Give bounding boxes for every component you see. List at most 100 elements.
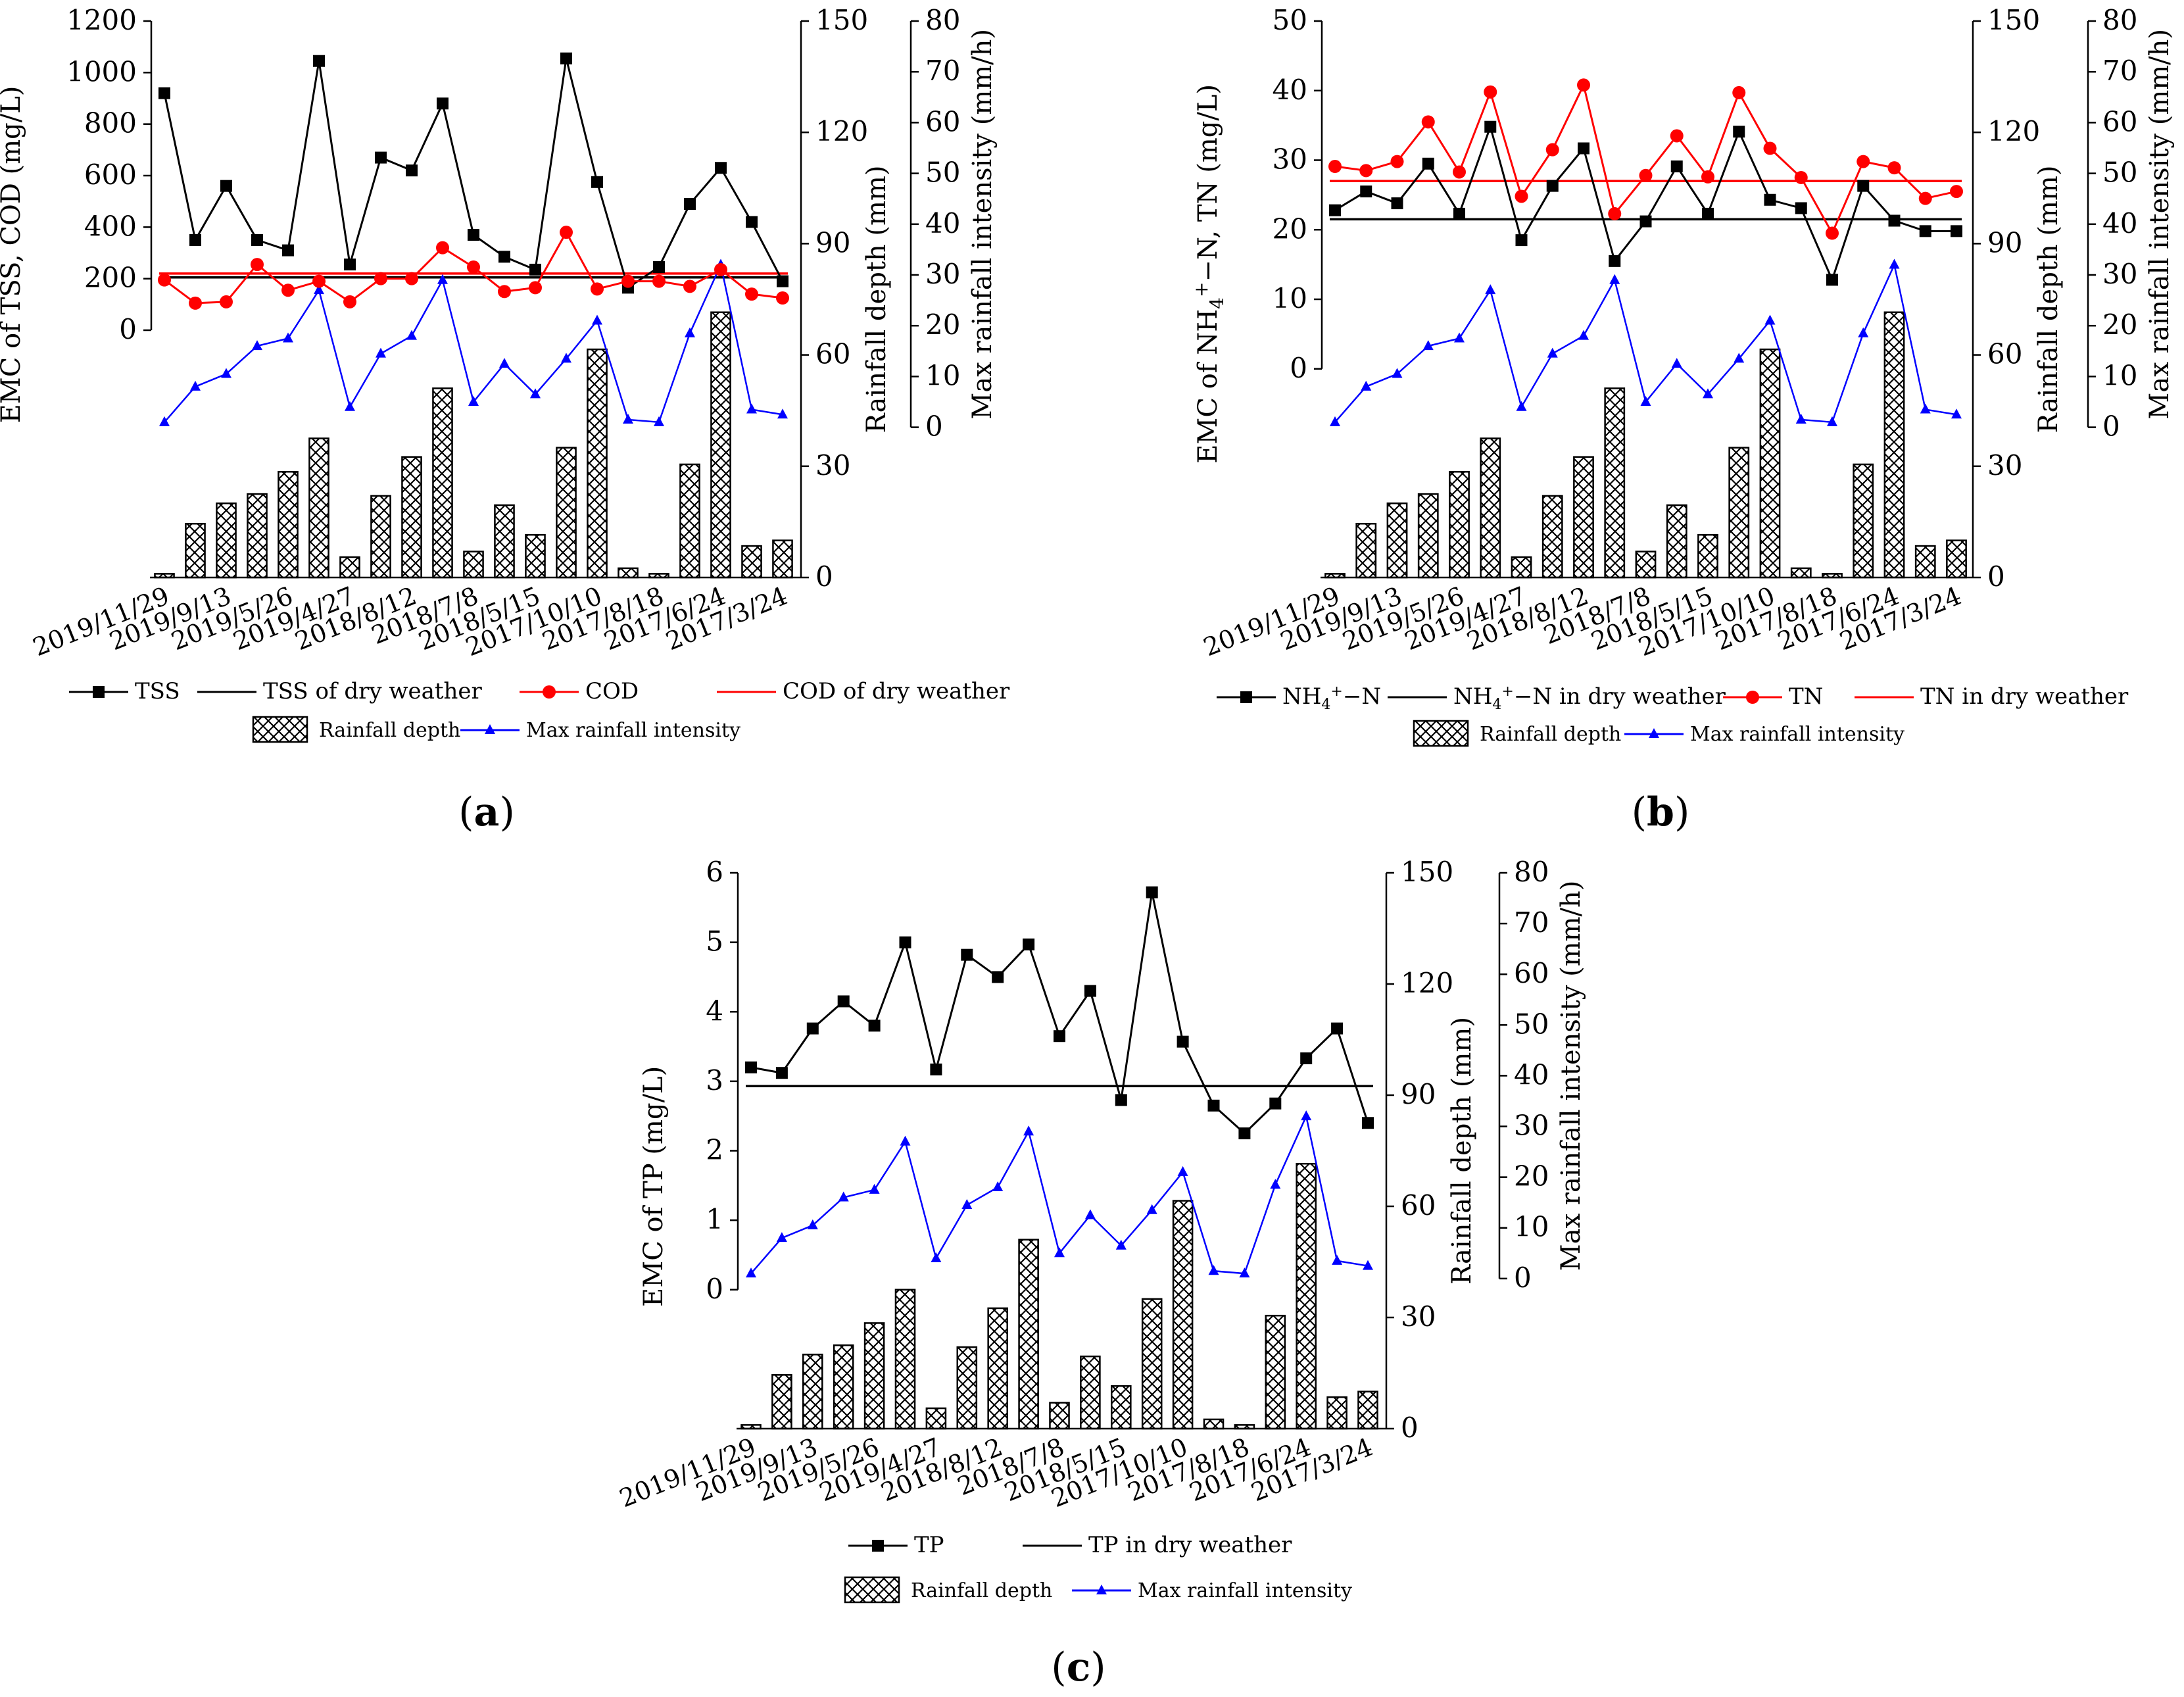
max-intensity-point	[1301, 1110, 1312, 1121]
emc-point	[405, 272, 418, 285]
max-intensity-point	[961, 1199, 973, 1210]
max-intensity-point	[1361, 380, 1372, 391]
legend-label-sub: 4	[1321, 697, 1330, 713]
max-intensity-point	[1951, 408, 1962, 419]
rainfall-bar	[1914, 545, 1936, 579]
rainfall-bar	[1141, 1298, 1163, 1430]
rainfall-bar	[432, 387, 453, 579]
rainfall-bar	[1511, 556, 1532, 579]
rainfall-bar	[1296, 1162, 1317, 1430]
emc-point	[806, 1022, 819, 1035]
emc-point	[1639, 168, 1653, 182]
max-intensity-point	[1454, 332, 1465, 343]
emc-point	[868, 1020, 881, 1032]
rainfall-bar	[1759, 348, 1781, 579]
rain-axis-tick-label: 0	[1401, 1412, 1419, 1444]
emc-point	[375, 151, 387, 164]
emc-point	[1763, 141, 1777, 155]
legend-label-text: COD of dry weather	[783, 678, 1010, 704]
intensity-axis-tick-label: 30	[1514, 1110, 1549, 1142]
legend-label-sup: +	[1501, 683, 1513, 700]
panel-caption-paren: )	[1674, 789, 1689, 835]
legend-swatch-marker	[1096, 1585, 1107, 1594]
rainfall-bar	[1573, 456, 1594, 579]
left-axis-tick-label: 10	[1273, 282, 1307, 314]
emc-point	[1732, 86, 1746, 99]
intensity-axis-tick-label: 0	[2102, 410, 2120, 443]
rainfall-bar	[1697, 533, 1718, 579]
emc-point	[1795, 202, 1807, 214]
legend-label-text: −N	[1343, 683, 1381, 710]
rainfall-bar	[1883, 311, 1905, 579]
emc-point	[653, 261, 665, 274]
emc-point	[251, 234, 263, 246]
legend-label-text: NH	[1282, 683, 1321, 710]
emc-point	[1328, 160, 1342, 174]
max-intensity-point	[1578, 330, 1589, 340]
rainfall-bar	[710, 311, 731, 579]
rainfall-bar	[339, 556, 360, 579]
max-intensity-point	[992, 1181, 1004, 1192]
left-axis-tick-label: 0	[119, 313, 137, 345]
emc-point	[1764, 193, 1776, 206]
rainfall-bar	[185, 522, 206, 579]
legend-label: COD of dry weather	[783, 678, 1010, 704]
emc-point	[1484, 85, 1497, 99]
intensity-axis-tick-label: 10	[2102, 359, 2137, 391]
legend-label-text: NH	[1453, 683, 1492, 710]
emc-point	[220, 295, 233, 308]
intensity-axis-label: Max rainfall intensity (mm/h)	[967, 29, 998, 420]
emc-point	[498, 251, 510, 263]
left-axis-tick-label: 50	[1273, 4, 1307, 36]
emc-point	[467, 260, 480, 274]
rainfall-bar	[771, 1374, 792, 1430]
emc-point	[560, 52, 572, 64]
rainfall-bar	[956, 1346, 978, 1430]
rain-axis-tick-label: 90	[1401, 1078, 1436, 1110]
emc-point	[775, 1067, 788, 1079]
legend-label: COD	[585, 678, 639, 704]
rain-axis-tick-label: 120	[1401, 967, 1453, 999]
max-intensity-point	[190, 380, 201, 391]
legend-label: Max rainfall intensity	[1690, 723, 1905, 746]
emc-point	[1207, 1099, 1220, 1112]
legend-swatch-marker	[1240, 691, 1252, 703]
left-axis-label-part: EMC of NH	[1193, 309, 1223, 464]
left-axis-tick-label: 1000	[66, 55, 137, 87]
intensity-axis-tick-label: 30	[2102, 258, 2137, 290]
max-intensity-point	[376, 347, 386, 358]
rainfall-bar	[401, 456, 422, 579]
emc-point	[1887, 161, 1901, 175]
emc-point	[1888, 214, 1901, 227]
legend-label-text: TP in dry weather	[1088, 1532, 1292, 1558]
rainfall-bar	[1853, 463, 1874, 579]
emc-point	[1826, 226, 1839, 240]
rain-axis-label: Rainfall depth (mm)	[861, 166, 892, 433]
rainfall-bar	[1449, 471, 1470, 579]
emc-point	[1023, 938, 1035, 950]
rainfall-bar	[618, 567, 639, 579]
left-axis-label: EMC of NH4+−N, TN (mg/L)	[1190, 84, 1228, 464]
emc-point	[312, 274, 326, 288]
max-intensity-point	[776, 1232, 787, 1242]
legend-label: Rainfall depth	[319, 719, 460, 742]
rainfall-bar	[679, 463, 700, 579]
legend-swatch-marker	[93, 686, 105, 698]
emc-point	[158, 273, 171, 287]
emc-point	[529, 263, 541, 276]
panel-caption-paren: (	[458, 789, 473, 835]
rainfall-bar	[802, 1354, 823, 1430]
max-intensity-point	[1392, 368, 1403, 378]
emc-point	[1546, 180, 1559, 192]
rainfall-bar	[987, 1307, 1008, 1430]
rain-axis-tick-label: 30	[1987, 449, 2022, 481]
emc-line-nh4-n	[1334, 123, 1956, 283]
emc-point	[251, 258, 264, 272]
emc-line-tss	[163, 58, 784, 289]
rainfall-bar	[1172, 1200, 1194, 1430]
left-axis-tick-label: 200	[84, 262, 137, 294]
emc-point	[189, 296, 202, 310]
rainfall-bar	[1822, 573, 1843, 579]
